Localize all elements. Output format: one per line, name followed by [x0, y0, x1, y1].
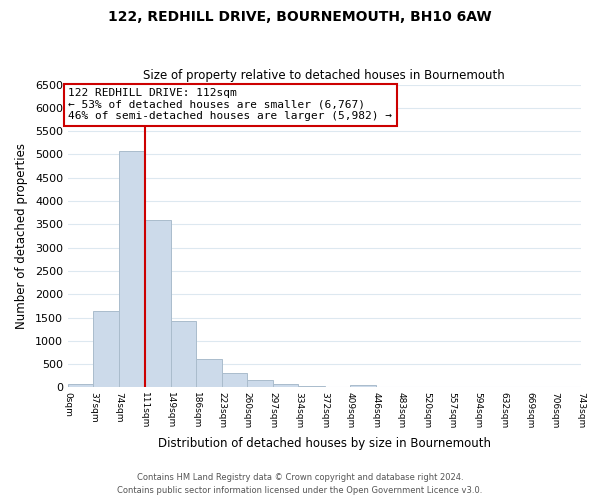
Text: 122, REDHILL DRIVE, BOURNEMOUTH, BH10 6AW: 122, REDHILL DRIVE, BOURNEMOUTH, BH10 6A…	[108, 10, 492, 24]
Bar	[119, 150, 145, 388]
Bar	[171, 322, 196, 388]
Bar	[145, 220, 171, 388]
Bar	[298, 386, 325, 388]
Bar	[222, 373, 247, 388]
Bar	[94, 310, 119, 388]
X-axis label: Distribution of detached houses by size in Bournemouth: Distribution of detached houses by size …	[158, 437, 491, 450]
Bar	[68, 384, 94, 388]
Bar	[350, 385, 376, 388]
Bar	[247, 380, 273, 388]
Text: 122 REDHILL DRIVE: 112sqm
← 53% of detached houses are smaller (6,767)
46% of se: 122 REDHILL DRIVE: 112sqm ← 53% of detac…	[68, 88, 392, 122]
Title: Size of property relative to detached houses in Bournemouth: Size of property relative to detached ho…	[143, 69, 505, 82]
Text: Contains HM Land Registry data © Crown copyright and database right 2024.
Contai: Contains HM Land Registry data © Crown c…	[118, 474, 482, 495]
Y-axis label: Number of detached properties: Number of detached properties	[15, 143, 28, 329]
Bar	[196, 359, 222, 388]
Bar	[273, 384, 298, 388]
